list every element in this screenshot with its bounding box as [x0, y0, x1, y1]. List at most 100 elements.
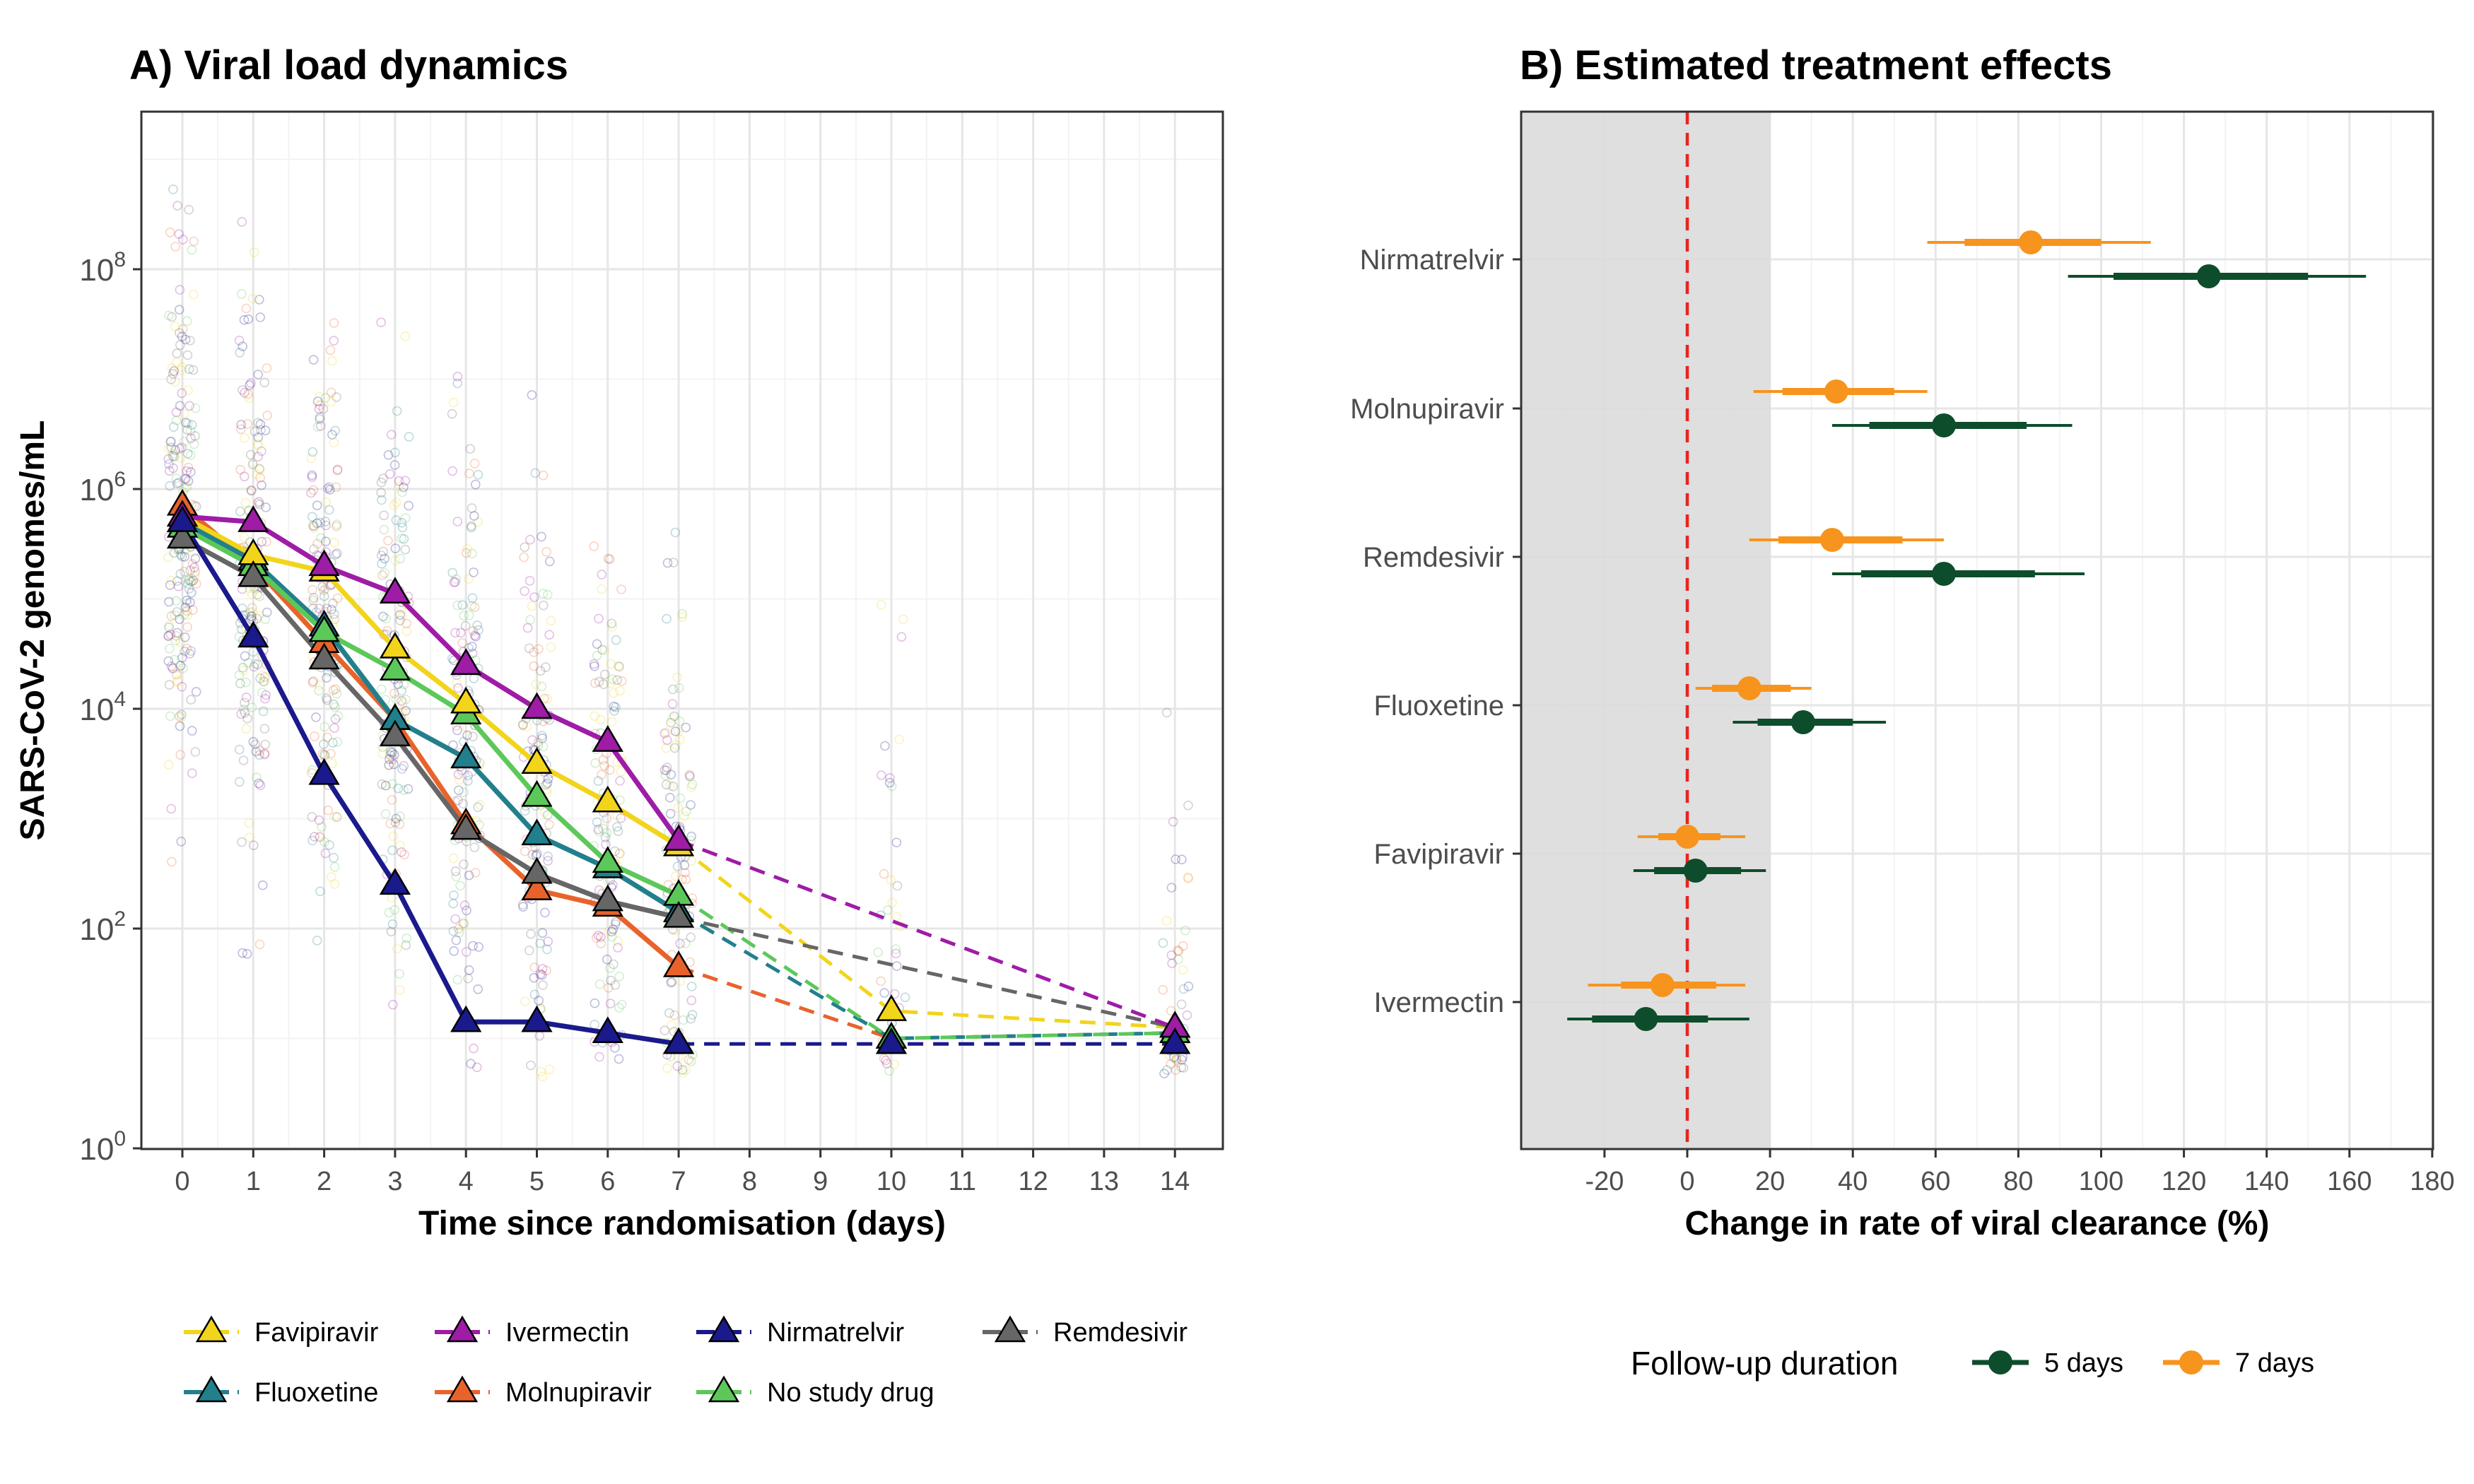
raw-observation [596, 932, 606, 942]
panel-a-title: A) Viral load dynamics [129, 42, 568, 88]
raw-observation [177, 235, 188, 245]
data-point-ivermectin [662, 824, 695, 851]
raw-observation [597, 584, 606, 594]
raw-observation [394, 819, 405, 830]
raw-observation [182, 595, 192, 606]
raw-observation [376, 477, 387, 488]
raw-observation [185, 597, 195, 608]
raw-observation [467, 503, 477, 513]
raw-observation [321, 693, 332, 703]
raw-observation [165, 629, 176, 640]
raw-observation [530, 468, 541, 478]
raw-observation [190, 403, 201, 413]
raw-observation [376, 317, 386, 328]
raw-observation [329, 812, 340, 822]
raw-observation [449, 890, 459, 900]
raw-observation [674, 683, 684, 693]
raw-observation [665, 977, 676, 988]
raw-observation [179, 567, 189, 577]
raw-observation [594, 613, 604, 624]
raw-observation [537, 733, 548, 743]
raw-observation [599, 645, 610, 656]
raw-observation [605, 963, 615, 973]
x-tick-label: 80 [2003, 1167, 2033, 1196]
raw-observation [245, 832, 255, 842]
raw-observation [604, 765, 615, 775]
raw-observation [189, 439, 199, 449]
raw-observation [168, 449, 177, 459]
raw-observation [170, 635, 181, 646]
raw-observation [234, 670, 245, 681]
raw-observation [609, 959, 618, 970]
raw-observation [1158, 984, 1168, 995]
raw-observation [541, 547, 552, 557]
raw-observation [396, 603, 406, 614]
legend-key-marker [195, 1375, 228, 1403]
raw-observation [1178, 965, 1188, 975]
data-point-remdesivir [379, 719, 411, 747]
raw-observation [390, 818, 401, 828]
raw-observation [187, 768, 197, 778]
raw-observation [666, 770, 676, 779]
raw-observation [542, 589, 553, 600]
raw-observation [308, 355, 319, 365]
raw-observation [176, 712, 187, 723]
raw-observation [330, 714, 341, 724]
raw-observation [546, 642, 556, 652]
raw-observation [320, 517, 331, 526]
raw-observation [520, 586, 529, 596]
raw-observation [166, 442, 176, 453]
raw-observation [320, 750, 331, 761]
raw-observation [1178, 941, 1188, 951]
raw-observation [172, 576, 182, 587]
raw-observation [307, 447, 318, 457]
raw-observation [1159, 1068, 1169, 1078]
raw-observation [462, 905, 471, 916]
raw-observation [239, 433, 250, 443]
raw-observation [170, 242, 180, 252]
raw-observation [234, 744, 245, 755]
raw-observation [461, 548, 471, 558]
raw-observation [687, 1010, 698, 1020]
raw-observation [180, 473, 190, 484]
raw-observation [879, 988, 889, 998]
raw-observation [595, 714, 606, 725]
raw-observation [1171, 1055, 1182, 1065]
raw-observation [877, 599, 886, 610]
raw-observation [171, 407, 182, 418]
raw-observation [688, 1049, 698, 1060]
raw-observation [175, 328, 184, 338]
raw-observation [183, 385, 193, 396]
raw-observation [389, 688, 399, 699]
raw-observation [314, 404, 324, 414]
raw-observation [452, 725, 462, 736]
raw-observation [315, 400, 325, 411]
raw-observation [599, 679, 609, 690]
raw-observation [389, 460, 400, 470]
raw-observation [544, 630, 554, 640]
raw-observation [248, 840, 259, 850]
raw-observation [608, 880, 618, 890]
legend-label: 5 days [2044, 1348, 2123, 1378]
raw-observation [883, 905, 893, 915]
raw-observation [589, 659, 599, 669]
raw-observation [332, 519, 342, 529]
raw-observation [246, 614, 257, 624]
raw-observation [452, 378, 463, 389]
series-line-remdesivir [181, 536, 679, 920]
raw-observation [175, 401, 185, 411]
raw-observation [254, 500, 265, 510]
raw-observation [255, 419, 266, 430]
raw-observation [385, 469, 395, 479]
raw-observation [686, 800, 696, 810]
raw-observation [310, 832, 319, 842]
raw-observation [253, 432, 264, 442]
panel-b-legend: Follow-up duration 5 days 7 days [1631, 1345, 2314, 1382]
raw-observation [168, 184, 178, 194]
raw-observation [240, 387, 250, 398]
raw-observation [332, 465, 343, 476]
raw-observation [669, 743, 680, 753]
category-label: Fluoxetine [1373, 690, 1504, 722]
raw-observation [677, 874, 687, 885]
point-estimate [1683, 859, 1708, 883]
